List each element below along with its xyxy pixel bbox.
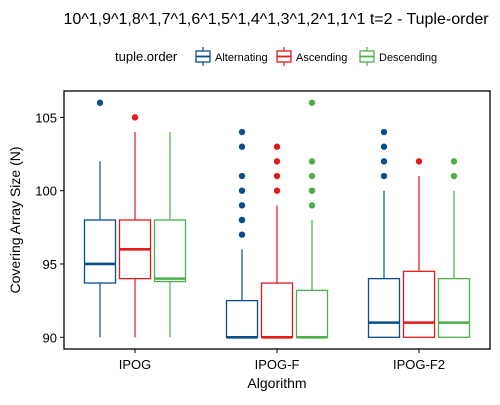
outlier-point <box>308 158 316 165</box>
outlier-point <box>308 172 316 180</box>
box-iqr <box>437 277 471 338</box>
outlier-point <box>450 172 458 180</box>
y-tick-label: 105 <box>35 110 57 125</box>
x-tick-label: IPOG-F <box>255 357 300 372</box>
outlier-point <box>450 158 458 165</box>
outlier-point <box>273 158 281 165</box>
legend: tuple.order Alternating Ascending Descendi… <box>115 47 437 66</box>
legend-label: Alternating <box>215 52 268 64</box>
outlier-point <box>380 128 388 136</box>
legend-key-descending: Descending <box>359 47 437 66</box>
outlier-point <box>273 187 281 194</box>
box-iqr <box>367 277 401 338</box>
outlier-point <box>308 187 316 194</box>
y-tick-label: 95 <box>43 257 57 272</box>
y-axis: 90 95 100 105 <box>35 110 64 345</box>
outlier-point <box>380 143 388 150</box>
box-ascending-ipog <box>118 114 152 338</box>
outlier-point <box>308 99 316 106</box>
outlier-point <box>238 187 246 194</box>
box-alternating-ipog-f2 <box>367 128 401 338</box>
outlier-point <box>380 172 388 180</box>
legend-key-ascending: Ascending <box>276 47 347 66</box>
outlier-point <box>308 202 316 209</box>
x-axis: IPOG IPOG-F IPOG-F2 <box>119 349 445 372</box>
outlier-point <box>238 216 246 224</box>
outlier-point <box>238 231 246 238</box>
y-tick-label: 100 <box>35 184 57 199</box>
legend-label: Ascending <box>296 52 347 64</box>
chart-title: 10^1,9^1,8^1,7^1,6^1,5^1,4^1,3^1,2^1,1^1… <box>63 11 489 28</box>
x-tick-label: IPOG <box>119 357 152 372</box>
boxplot-marks <box>83 99 471 339</box>
outlier-point <box>238 202 246 209</box>
box-iqr <box>225 299 259 338</box>
box-iqr <box>153 219 187 283</box>
box-iqr <box>295 289 329 338</box>
outlier-point <box>415 158 423 165</box>
y-axis-title: Covering Array Size (N) <box>7 146 23 293</box>
outlier-point <box>238 128 246 136</box>
legend-label: Descending <box>379 52 437 64</box>
outlier-point <box>131 114 139 121</box>
outlier-point <box>273 143 281 150</box>
box-descending-ipog-f <box>295 99 329 339</box>
box-descending-ipog-f2 <box>437 158 471 338</box>
box-alternating-ipog-f <box>225 128 259 339</box>
box-iqr <box>83 219 117 284</box>
box-ascending-ipog-f <box>260 143 294 339</box>
box-descending-ipog <box>153 132 187 338</box>
box-iqr <box>402 270 436 338</box>
x-axis-title: Algorithm <box>247 375 306 391</box>
legend-key-alternating: Alternating <box>195 47 268 66</box>
box-alternating-ipog <box>83 99 117 338</box>
x-tick-label: IPOG-F2 <box>393 357 445 372</box>
legend-title: tuple.order <box>115 49 178 64</box>
box-ascending-ipog-f2 <box>402 158 436 338</box>
outlier-point <box>273 172 281 180</box>
outlier-point <box>238 172 246 180</box>
box-iqr <box>260 282 294 338</box>
y-tick-label: 90 <box>43 330 57 345</box>
outlier-point <box>380 158 388 165</box>
outlier-point <box>96 99 104 106</box>
outlier-point <box>238 143 246 150</box>
